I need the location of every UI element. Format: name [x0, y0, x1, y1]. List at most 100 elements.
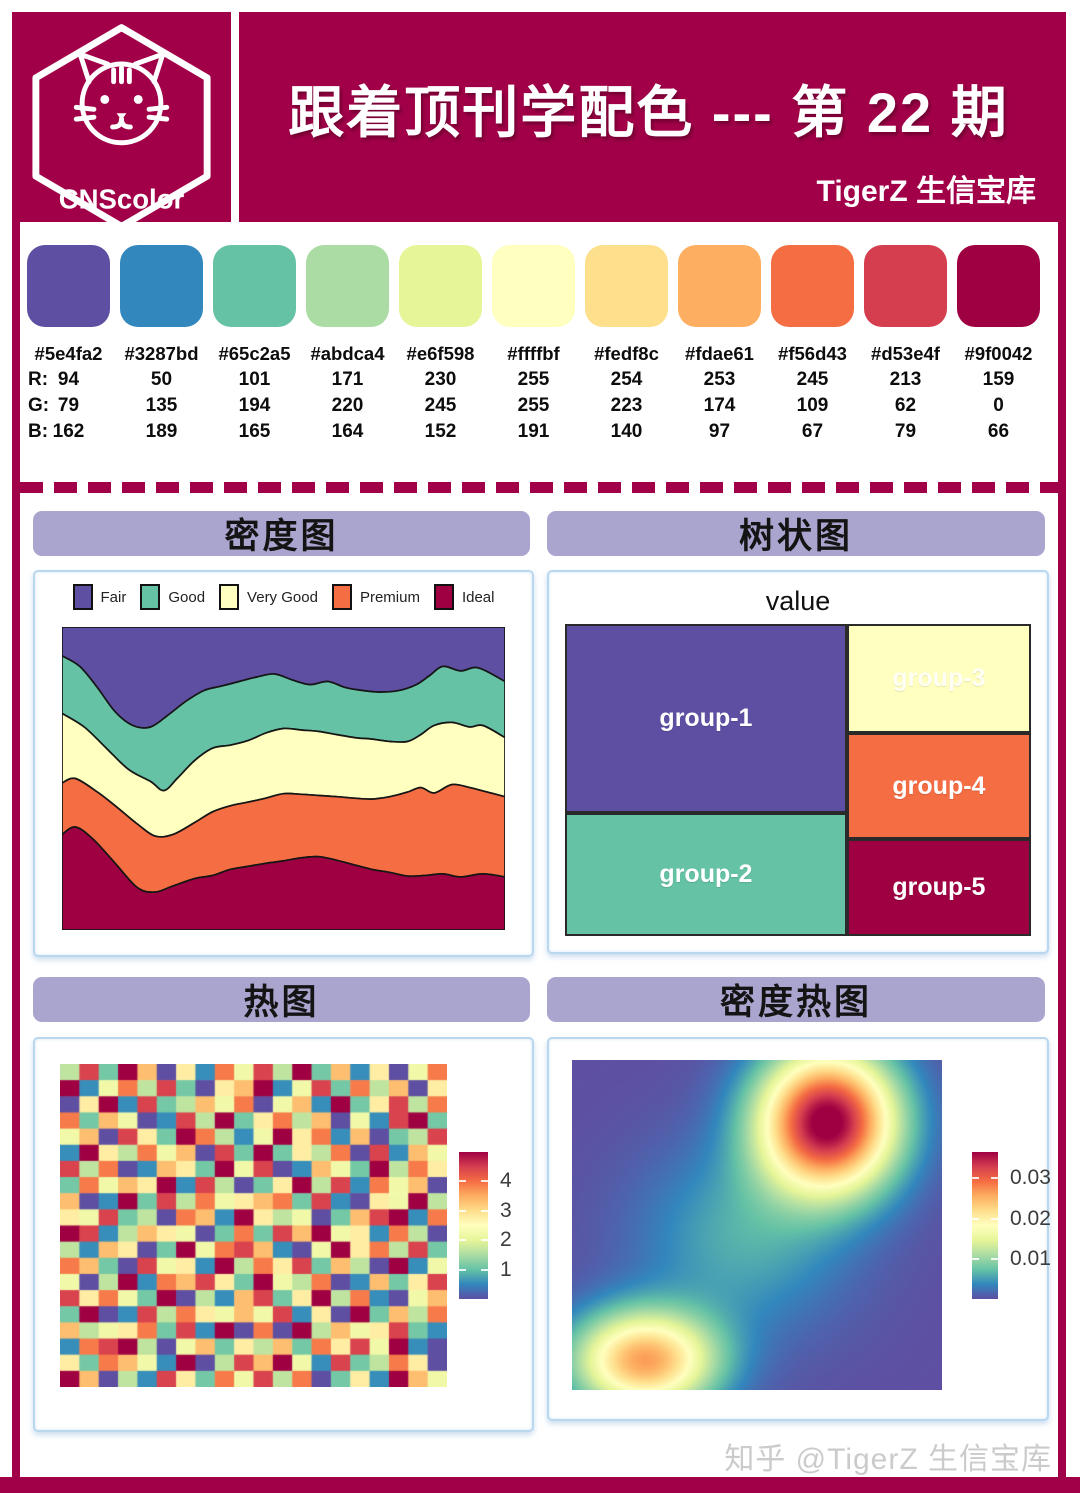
- palette-column: #f56d43 245 109 67: [771, 245, 854, 445]
- palette-rgb-value: 174: [703, 395, 736, 416]
- density2d-card: 0.03 0.02 0.01: [547, 1037, 1051, 1421]
- heatmap-colorbar: [459, 1152, 488, 1299]
- palette-swatch: [213, 245, 296, 327]
- palette-column: #9f0042 159 0 66: [957, 245, 1040, 445]
- stacked-density-chart: [62, 627, 505, 930]
- logo-text: CNScolor: [59, 184, 185, 215]
- palette-column: #d53e4f 213 62 79: [864, 245, 947, 445]
- colorbar-tick: [972, 1257, 979, 1260]
- treemap-cell-label: group-1: [659, 704, 753, 733]
- heatmap-card: 4 3 2 1: [33, 1037, 534, 1432]
- density-heatmap-chart: [572, 1060, 942, 1390]
- palette-rgb-value: 50: [150, 369, 173, 390]
- palette-rgb-value: 230: [424, 369, 457, 390]
- palette-hex-label: #d53e4f: [871, 343, 940, 364]
- legend-item: Very Good: [219, 584, 318, 610]
- palette-rgb-value: 164: [331, 421, 364, 442]
- legend-label: Premium: [359, 588, 420, 606]
- colorbar-tick: [972, 1177, 979, 1180]
- treemap-cell-label: group-4: [892, 771, 986, 800]
- palette-column: #fedf8c 254 223 140: [585, 245, 668, 445]
- palette-swatch: [957, 245, 1040, 327]
- legend-color-swatch: [219, 584, 240, 610]
- legend-label: Fair: [100, 588, 127, 606]
- treemap-cell: group-3: [846, 624, 1031, 734]
- legend-color-swatch: [433, 584, 454, 610]
- legend-color-swatch: [140, 584, 161, 610]
- palette-rgb-value: 255: [517, 369, 550, 390]
- palette-swatch: [678, 245, 761, 327]
- legend-item: Fair: [72, 584, 127, 610]
- colorbar-tick: [481, 1180, 488, 1183]
- palette-rgb-value: 223: [610, 395, 643, 416]
- palette-rgb-value: 101: [238, 369, 271, 390]
- palette-rgb-value: 194: [238, 395, 271, 416]
- colorbar-tick-label: 2: [500, 1228, 512, 1252]
- watermark: 知乎 @TigerZ 生信宝库: [724, 1443, 1052, 1476]
- palette-rgb-value: R: 94: [27, 367, 110, 393]
- palette-swatch: [864, 245, 947, 327]
- panel-title-density: 密度图: [33, 511, 530, 556]
- frame-right-bar: [1058, 12, 1066, 1477]
- legend-label: Very Good: [247, 588, 318, 606]
- page-title: 跟着顶刊学配色 --- 第 22 期: [288, 81, 1009, 144]
- dashed-separator: [20, 482, 1058, 493]
- legend-label: Good: [168, 588, 206, 606]
- palette-rgb-prefix: G:: [28, 395, 50, 416]
- colorbar-tick: [991, 1177, 998, 1180]
- density-band-ideal: [62, 826, 505, 930]
- colorbar-tick: [459, 1239, 466, 1242]
- palette-rgb-value: 245: [424, 395, 457, 416]
- legend-label: Ideal: [461, 588, 495, 606]
- colorbar-tick: [481, 1239, 488, 1242]
- palette-strip: #5e4fa2 R: 94 G: 79 B: 162 #3287bd 50 135 189 #65c2…: [27, 245, 1057, 445]
- treemap-value-title: value: [765, 586, 831, 616]
- palette-rgb-value: 79: [894, 421, 917, 442]
- palette-rgb-value: 109: [796, 395, 829, 416]
- palette-swatch: [492, 245, 575, 327]
- palette-hex-label: #ffffbf: [507, 343, 560, 364]
- palette-rgb-value: 171: [331, 369, 364, 390]
- palette-hex-label: #fdae61: [685, 343, 754, 364]
- palette-hex-label: #abdca4: [310, 343, 385, 364]
- palette-rgb-value: 189: [145, 421, 178, 442]
- palette-rgb-value: 159: [982, 369, 1015, 390]
- frame-bottom-bar: [0, 1477, 1080, 1493]
- palette-hex-label: #5e4fa2: [34, 343, 103, 364]
- colorbar-tick-label: 4: [500, 1169, 512, 1193]
- cnscolor-tiger-logo-icon: CNScolor: [32, 24, 211, 230]
- palette-rgb-value: 0: [993, 395, 1004, 416]
- palette-hex-label: #3287bd: [124, 343, 199, 364]
- page-subtitle: TigerZ 生信宝库: [816, 175, 1036, 208]
- legend-color-swatch: [331, 584, 352, 610]
- colorbar-tick-label: 3: [500, 1198, 512, 1222]
- palette-swatch: [585, 245, 668, 327]
- palette-rgb-value: 97: [708, 421, 731, 442]
- density2d-colorbar: [972, 1152, 998, 1299]
- colorbar-tick-label: 0.03: [1010, 1166, 1051, 1190]
- palette-swatch: [120, 245, 203, 327]
- header-title-block: 跟着顶刊学配色 --- 第 22 期 TigerZ 生信宝库: [239, 12, 1058, 222]
- logo-block: CNScolor: [12, 12, 231, 230]
- legend-item: Ideal: [433, 584, 495, 610]
- palette-rgb-value: 254: [610, 369, 643, 390]
- palette-rgb-value: 213: [889, 369, 922, 390]
- legend-item: Premium: [331, 584, 420, 610]
- palette-rgb-value: 152: [424, 421, 457, 442]
- panel-title-treemap: 树状图: [547, 511, 1045, 556]
- palette-rgb-prefix: R:: [28, 369, 49, 390]
- palette-column: #e6f598 230 245 152: [399, 245, 482, 445]
- treemap-cell: group-1: [565, 624, 847, 814]
- palette-rgb-value: 62: [894, 395, 917, 416]
- palette-rgb-value: 66: [987, 421, 1010, 442]
- colorbar-tick: [459, 1180, 466, 1183]
- palette-hex-label: #9f0042: [964, 343, 1033, 364]
- palette-swatch: [399, 245, 482, 327]
- density-legend: Fair Good Very Good Premium Ideal: [35, 584, 532, 610]
- heatmap-chart: [60, 1064, 447, 1387]
- treemap-cell-label: group-3: [892, 664, 986, 693]
- palette-column: #3287bd 50 135 189: [120, 245, 203, 445]
- treemap-card: value group-1 group-2 group-3 group-4 group-…: [547, 570, 1049, 954]
- colorbar-tick: [991, 1257, 998, 1260]
